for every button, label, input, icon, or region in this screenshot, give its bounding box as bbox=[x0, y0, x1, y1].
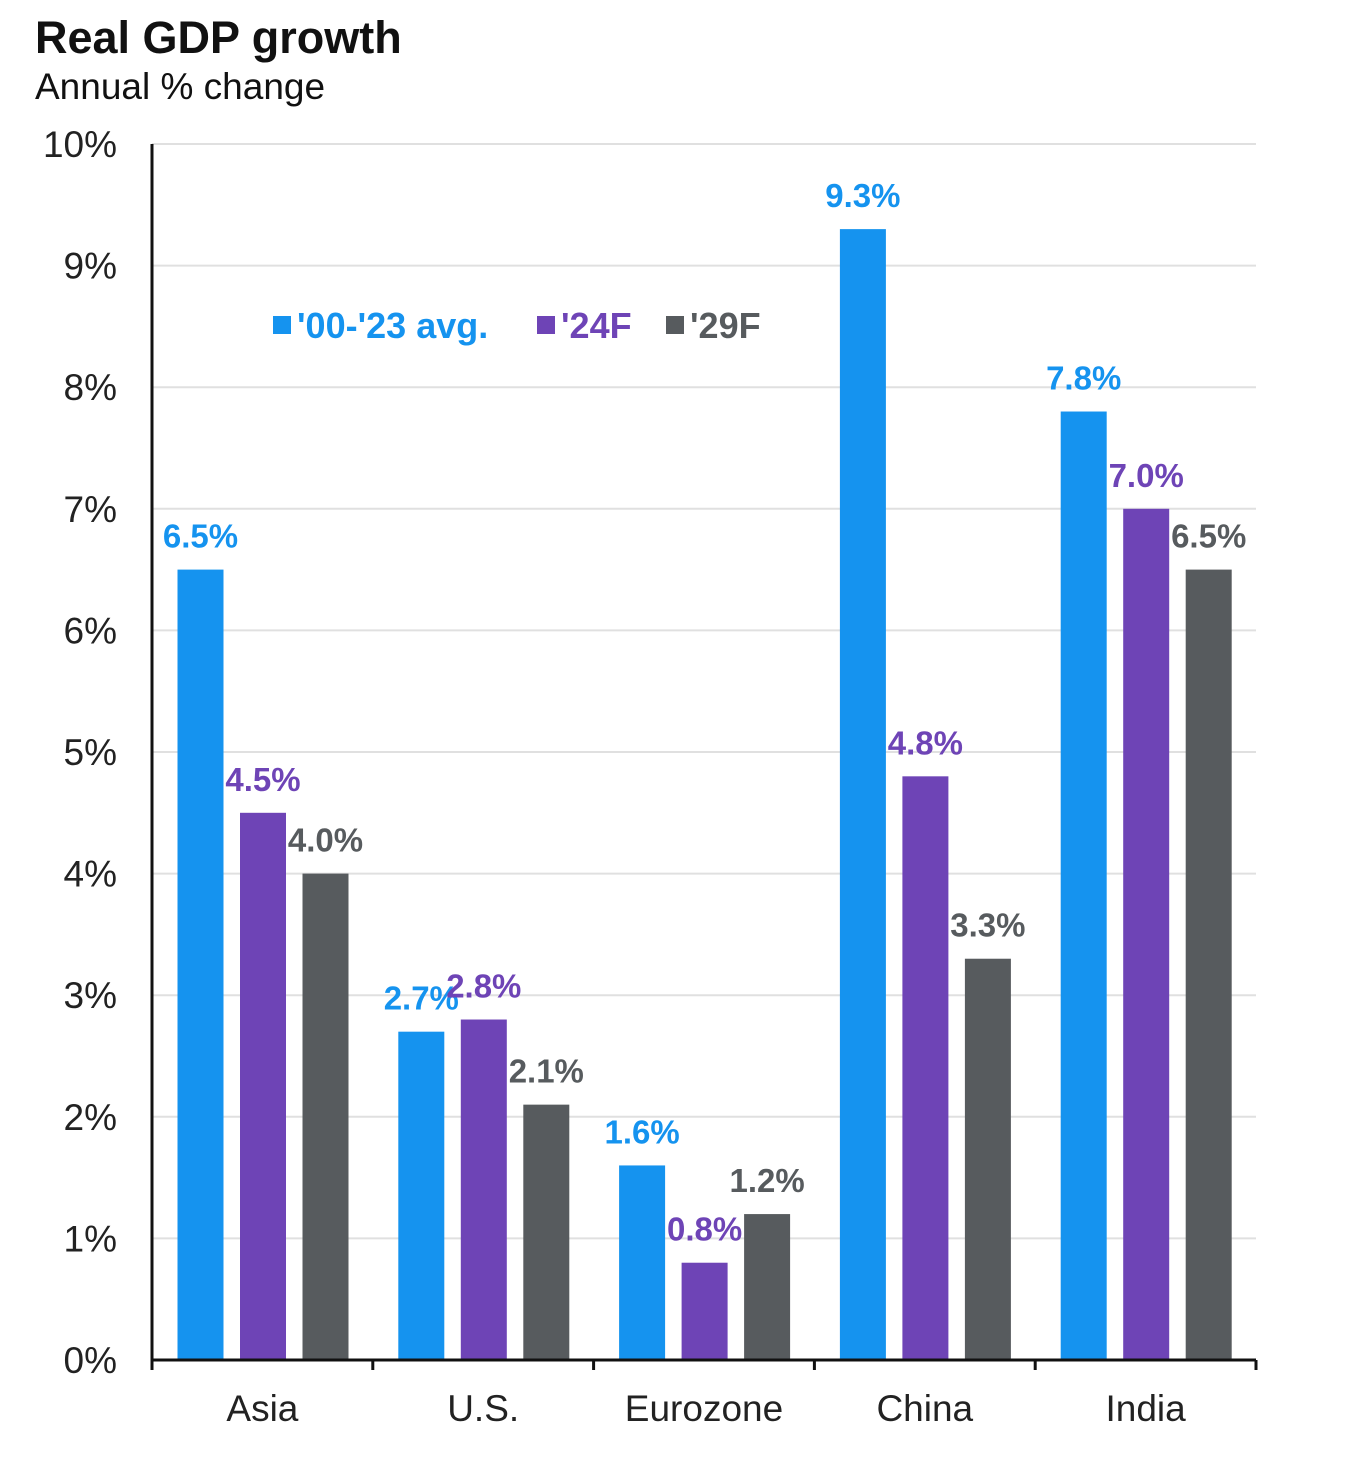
x-tick-label: U.S. bbox=[447, 1388, 519, 1429]
chart-subtitle: Annual % change bbox=[35, 66, 326, 107]
x-tick-label: Asia bbox=[226, 1388, 298, 1429]
data-label: 6.5% bbox=[1171, 518, 1246, 555]
bar bbox=[240, 812, 286, 1360]
bar bbox=[460, 1019, 507, 1360]
x-tick-label: India bbox=[1105, 1388, 1186, 1429]
data-label: 3.3% bbox=[950, 907, 1025, 944]
data-label: 1.2% bbox=[729, 1162, 804, 1199]
bar bbox=[302, 873, 349, 1360]
data-label: 2.8% bbox=[446, 968, 521, 1005]
y-tick-label: 1% bbox=[64, 1218, 117, 1259]
bar bbox=[681, 1262, 728, 1360]
bar bbox=[523, 1104, 570, 1360]
bar bbox=[1060, 411, 1107, 1360]
data-labels: 6.5% 4.5% 4.0% 2.7%2.8% 2.1% 1.6% 0.8% 1.2% 9.3%… bbox=[163, 177, 1246, 1248]
bar bbox=[744, 1214, 791, 1360]
axes: 0% 1% 2% 3% 4% 5% 6% 7% 8% 9% 10% Asia U.S. Eurozone C… bbox=[43, 124, 1258, 1429]
bar bbox=[177, 569, 224, 1360]
bar bbox=[902, 776, 949, 1360]
data-label: 4.0% bbox=[288, 822, 363, 859]
bar bbox=[839, 229, 886, 1360]
legend: '00-'23 avg. '24F '29F bbox=[273, 305, 761, 346]
data-label: 4.8% bbox=[888, 724, 963, 761]
bars bbox=[177, 229, 1232, 1360]
data-label: 7.8% bbox=[1046, 360, 1121, 397]
y-tick-label: 4% bbox=[64, 854, 117, 895]
legend-label: '29F bbox=[690, 305, 761, 346]
y-tick-label: 6% bbox=[64, 610, 117, 651]
chart-title: Real GDP growth bbox=[35, 12, 402, 63]
y-tick-label: 9% bbox=[64, 246, 117, 287]
data-label: 9.3% bbox=[825, 177, 900, 214]
data-label: 2.1% bbox=[509, 1053, 584, 1090]
bar bbox=[964, 958, 1011, 1360]
data-label: 6.5% bbox=[163, 518, 238, 555]
x-tick-label: Eurozone bbox=[625, 1388, 783, 1429]
legend-swatch bbox=[537, 316, 555, 334]
legend-swatch bbox=[666, 316, 684, 334]
data-label: 0.8% bbox=[667, 1211, 742, 1248]
legend-label: '24F bbox=[561, 305, 632, 346]
bar bbox=[1123, 508, 1170, 1360]
y-tick-label: 7% bbox=[64, 489, 117, 530]
y-tick-label: 3% bbox=[64, 975, 117, 1016]
bar bbox=[619, 1165, 666, 1360]
y-tick-label: 2% bbox=[64, 1097, 117, 1138]
y-tick-label: 8% bbox=[64, 367, 117, 408]
data-label: 4.5% bbox=[225, 761, 300, 798]
legend-swatch bbox=[273, 316, 291, 334]
x-tick-label: China bbox=[876, 1388, 973, 1429]
bar bbox=[398, 1031, 445, 1360]
y-tick-label: 0% bbox=[64, 1340, 117, 1381]
legend-label: '00-'23 avg. bbox=[297, 305, 488, 346]
bar bbox=[1185, 569, 1232, 1360]
y-tick-label: 10% bbox=[43, 124, 117, 165]
data-label: 1.6% bbox=[604, 1113, 679, 1150]
data-label: 7.0% bbox=[1109, 457, 1184, 494]
data-label: 2.7% bbox=[384, 980, 459, 1017]
y-tick-label: 5% bbox=[64, 732, 117, 773]
